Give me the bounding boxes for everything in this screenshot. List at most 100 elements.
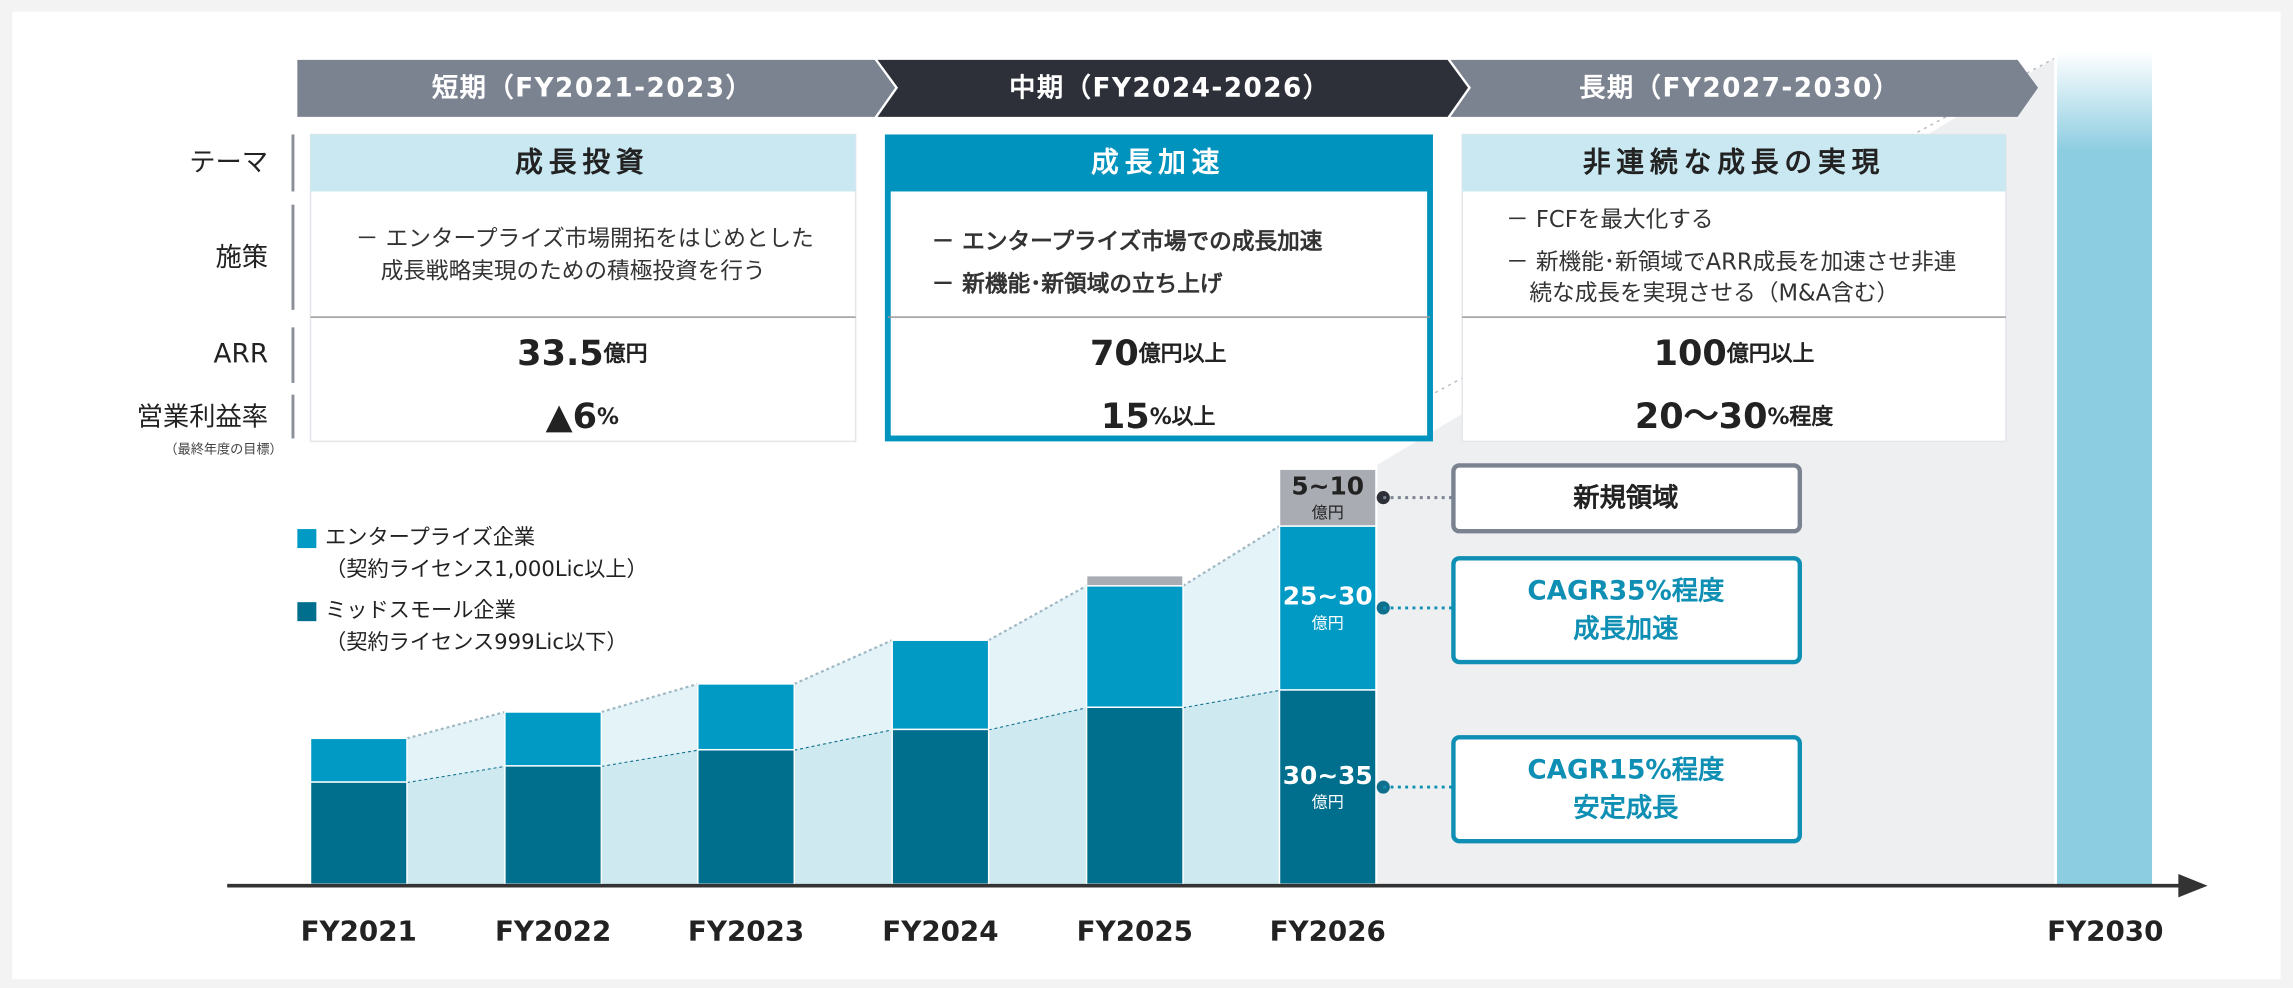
bar-segment: [309, 737, 408, 783]
link-line: [1182, 525, 1281, 587]
axis-arrow: [2178, 874, 2208, 898]
phase-label: 中期（FY2024-2026）: [1009, 74, 1330, 104]
value-unit: 億円: [1312, 793, 1344, 812]
bar-segment: [891, 639, 990, 731]
arr: 33.5億円: [517, 333, 647, 374]
margin-unit: %程度: [1767, 404, 1833, 430]
callout-sub: 成長加速: [1573, 614, 1679, 644]
callout-box: [1451, 556, 1802, 665]
column-1: 成長投資 － エンタープライズ市場開拓をはじめとした 成長戦略実現のための積極投…: [309, 133, 857, 443]
bar-segment: [504, 765, 603, 885]
theme: 非連続な成長の実現: [1583, 146, 1885, 179]
margin: ▲6%: [546, 396, 619, 437]
measure: 続な成長を実現させる（M&A含む）: [1529, 280, 1899, 306]
row-label: テーマ: [189, 148, 268, 178]
link-area: [601, 749, 698, 885]
callout-label: CAGR35%程度: [1527, 576, 1725, 606]
link-line: [793, 639, 893, 685]
row-label: 施策: [216, 243, 269, 273]
margin: 20～30%程度: [1635, 396, 1834, 437]
callout-box: [1451, 463, 1802, 534]
value-label: 30~35: [1283, 761, 1373, 790]
link-line: [601, 682, 699, 714]
column-header: [310, 134, 856, 192]
phase-arrow: [297, 59, 896, 117]
fy2030-bar: [2057, 51, 2153, 886]
margin-value: 20～30: [1635, 396, 1768, 437]
phase-label: 長期（FY2027-2030）: [1579, 74, 1900, 104]
link-area: [1183, 689, 1280, 885]
x-tick-label: FY2023: [688, 914, 804, 947]
callout-label: 新規領域: [1572, 484, 1678, 514]
theme: 成長投資: [515, 146, 649, 179]
link-area: [988, 585, 1087, 730]
legend-label: ミッドスモール企業: [325, 597, 516, 622]
bar-segment: [1085, 706, 1184, 885]
margin-unit: %: [597, 405, 619, 430]
row-label: 営業利益率: [137, 403, 268, 433]
bar-segment: [1278, 468, 1377, 527]
value-unit: 億円: [1312, 614, 1344, 633]
x-tick-label: FY2025: [1077, 914, 1193, 947]
bar-segment: [1085, 574, 1184, 587]
callout-box: [1451, 735, 1802, 844]
legend-label: エンタープライズ企業: [325, 524, 535, 549]
x-tick-label: FY2022: [495, 914, 611, 947]
measure: － 新機能･新領域の立ち上げ: [932, 271, 1223, 298]
arr-unit: 億円: [603, 341, 648, 367]
bar-segment: [891, 728, 990, 885]
legend-swatch: [297, 529, 317, 549]
x-tick-label: FY2024: [882, 914, 998, 947]
measure: － 新機能･新領域でARR成長を加速させ非連: [1506, 250, 1956, 276]
legend-note: （契約ライセンス1,000Lic以上）: [325, 556, 648, 581]
column-header: [887, 137, 1431, 192]
bar-segment: [697, 748, 795, 885]
column-2: 成長加速 － エンタープライズ市場での成長加速 － 新機能･新領域の立ち上げ 7…: [884, 134, 1433, 442]
value-label: 5~10: [1291, 471, 1364, 500]
link-line: [988, 584, 1088, 642]
chart: FY2021 FY2022 FY2023 FY2024 FY2025 30~35 億円 25~…: [297, 463, 2163, 947]
arr: 100億円以上: [1654, 333, 1815, 374]
link-line: [1182, 688, 1280, 709]
arr-value: 100: [1654, 333, 1727, 374]
value-label: 25~30: [1283, 582, 1373, 611]
row-label: ARR: [214, 340, 269, 370]
measure: 成長戦略実現のための積極投資を行う: [381, 258, 766, 284]
bar-segment: [1278, 525, 1377, 691]
phase-arrow: [877, 59, 1469, 117]
link-line: [988, 706, 1087, 731]
margin-value: 15: [1101, 396, 1150, 437]
arr-unit: 億円以上: [1726, 341, 1815, 367]
measure: － エンタープライズ市場での成長加速: [932, 228, 1323, 255]
column-3: 非連続な成長の実現 － FCFを最大化する － 新機能･新領域でARR成長を加速…: [1461, 133, 2007, 443]
legend-note: （契約ライセンス999Lic以下）: [325, 629, 627, 654]
x-tick-label: FY2021: [301, 914, 417, 947]
link-area: [794, 729, 893, 885]
link-area: [1183, 526, 1280, 708]
link-area: [406, 712, 505, 782]
value-unit: 億円: [1312, 503, 1344, 522]
arr-unit: 億円以上: [1138, 341, 1227, 367]
link-area: [601, 683, 698, 766]
callout-sub: 安定成長: [1573, 792, 1679, 823]
bar-segment: [697, 683, 795, 751]
x-tick-label: FY2026: [1270, 914, 1386, 947]
link-area: [406, 765, 505, 885]
margin-unit: %以上: [1150, 405, 1216, 430]
measure: － FCFを最大化する: [1506, 207, 1714, 233]
arr-value: 33.5: [517, 333, 604, 374]
bar-segment: [1085, 585, 1184, 708]
bar-segment: [1278, 689, 1377, 885]
row-note: （最終年度の目標）: [164, 442, 282, 458]
arr-value: 70: [1090, 333, 1139, 374]
callout-label: CAGR15%程度: [1527, 755, 1725, 785]
margin-value: ▲6: [546, 396, 597, 437]
phase-arrow: [1450, 59, 2039, 117]
bar-segment: [504, 711, 603, 767]
theme: 成長加速: [1091, 146, 1225, 179]
measure: － エンタープライズ市場開拓をはじめとした: [356, 226, 814, 252]
x-tick-label: FY2030: [2047, 914, 2163, 947]
legend-swatch: [297, 602, 317, 622]
bar-segment: [309, 781, 408, 885]
